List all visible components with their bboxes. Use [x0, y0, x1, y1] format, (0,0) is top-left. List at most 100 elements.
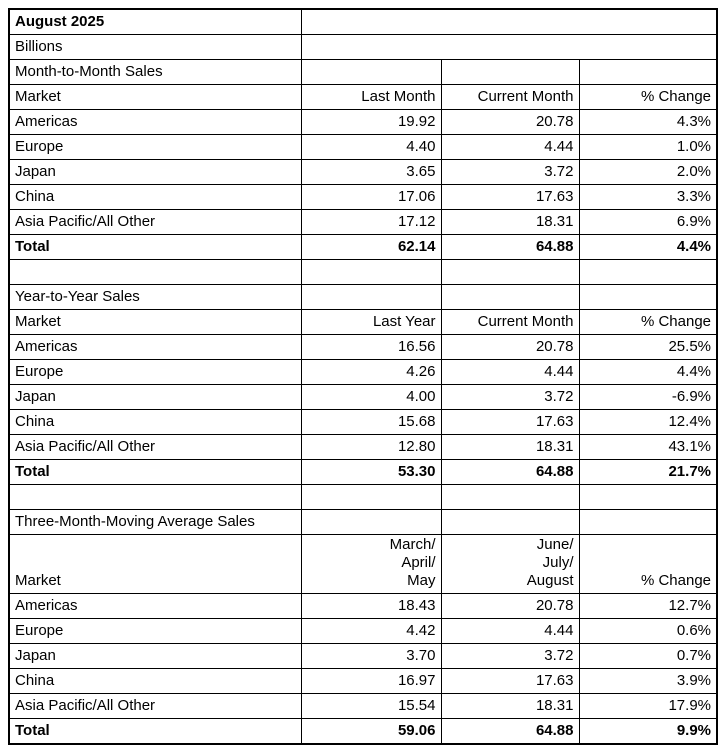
- total-value-cell: 64.88: [440, 459, 580, 485]
- pct-cell: 4.3%: [578, 109, 718, 135]
- total-row: Total 53.30 64.88 21.7%: [8, 459, 718, 485]
- value-cell: 4.44: [440, 134, 580, 160]
- column-header-row: Market March/ April/ May June/ July/ Aug…: [8, 534, 718, 594]
- empty-cell: [300, 284, 442, 310]
- empty-cell: [578, 484, 718, 510]
- pct-cell: 3.3%: [578, 184, 718, 210]
- market-cell: Americas: [8, 334, 302, 360]
- table-row: Europe 4.26 4.44 4.4%: [8, 359, 718, 385]
- value-cell: 20.78: [440, 593, 580, 619]
- value-cell: 17.63: [440, 184, 580, 210]
- value-cell: 12.80: [300, 434, 442, 460]
- total-pct-cell: 21.7%: [578, 459, 718, 485]
- pct-cell: 2.0%: [578, 159, 718, 185]
- value-cell: 17.63: [440, 668, 580, 694]
- total-row: Total 62.14 64.88 4.4%: [8, 234, 718, 260]
- header-cell-last-month: Last Month: [300, 84, 442, 110]
- pct-cell: 1.0%: [578, 134, 718, 160]
- table-row: China 16.97 17.63 3.9%: [8, 668, 718, 694]
- section-heading: Three-Month-Moving Average Sales: [8, 509, 302, 535]
- header-cell-market: Market: [8, 84, 302, 110]
- report-title: August 2025: [8, 8, 302, 35]
- table-row: Americas 19.92 20.78 4.3%: [8, 109, 718, 135]
- value-cell: 18.31: [440, 434, 580, 460]
- table-row: Europe 4.42 4.44 0.6%: [8, 618, 718, 644]
- value-cell: 19.92: [300, 109, 442, 135]
- value-cell: 15.54: [300, 693, 442, 719]
- value-cell: 4.44: [440, 359, 580, 385]
- section-heading-row: Month-to-Month Sales: [8, 59, 718, 85]
- market-cell: Europe: [8, 134, 302, 160]
- pct-cell: 17.9%: [578, 693, 718, 719]
- empty-cell: [300, 8, 718, 35]
- section-heading-row: Three-Month-Moving Average Sales: [8, 509, 718, 535]
- value-cell: 18.31: [440, 209, 580, 235]
- value-cell: 20.78: [440, 109, 580, 135]
- market-cell: Europe: [8, 618, 302, 644]
- value-cell: 3.72: [440, 643, 580, 669]
- spacer-row: [8, 484, 718, 510]
- table-row: Americas 18.43 20.78 12.7%: [8, 593, 718, 619]
- value-cell: 18.31: [440, 693, 580, 719]
- total-pct-cell: 9.9%: [578, 718, 718, 745]
- table-row: China 17.06 17.63 3.3%: [8, 184, 718, 210]
- spacer-row: [8, 259, 718, 285]
- table-row: China 15.68 17.63 12.4%: [8, 409, 718, 435]
- table-row: Asia Pacific/All Other 17.12 18.31 6.9%: [8, 209, 718, 235]
- table-row: Asia Pacific/All Other 12.80 18.31 43.1%: [8, 434, 718, 460]
- empty-cell: [440, 509, 580, 535]
- header-cell-june-july-august: June/ July/ August: [440, 534, 580, 594]
- header-cell-market: Market: [8, 309, 302, 335]
- table-row: Japan 3.70 3.72 0.7%: [8, 643, 718, 669]
- title-row: August 2025: [8, 8, 718, 35]
- market-cell: China: [8, 668, 302, 694]
- total-value-cell: 64.88: [440, 718, 580, 745]
- empty-cell: [440, 259, 580, 285]
- empty-cell: [440, 484, 580, 510]
- empty-cell: [578, 509, 718, 535]
- value-cell: 3.72: [440, 384, 580, 410]
- pct-cell: 12.4%: [578, 409, 718, 435]
- total-label: Total: [8, 459, 302, 485]
- total-pct-cell: 4.4%: [578, 234, 718, 260]
- empty-cell: [440, 284, 580, 310]
- value-cell: 17.06: [300, 184, 442, 210]
- empty-cell: [300, 59, 442, 85]
- sales-report-sheet: August 2025 Billions Month-to-Month Sale…: [8, 8, 719, 745]
- table-row: Japan 4.00 3.72 -6.9%: [8, 384, 718, 410]
- empty-cell: [8, 259, 302, 285]
- value-cell: 16.56: [300, 334, 442, 360]
- value-cell: 16.97: [300, 668, 442, 694]
- value-cell: 17.63: [440, 409, 580, 435]
- empty-cell: [300, 484, 442, 510]
- value-cell: 4.42: [300, 618, 442, 644]
- empty-cell: [578, 259, 718, 285]
- table-row: Europe 4.40 4.44 1.0%: [8, 134, 718, 160]
- market-cell: Asia Pacific/All Other: [8, 209, 302, 235]
- value-cell: 4.40: [300, 134, 442, 160]
- column-header-row: Market Last Year Current Month % Change: [8, 309, 718, 335]
- market-cell: Japan: [8, 159, 302, 185]
- market-cell: Japan: [8, 643, 302, 669]
- header-cell-pct-change: % Change: [578, 309, 718, 335]
- pct-cell: 3.9%: [578, 668, 718, 694]
- table-row: Asia Pacific/All Other 15.54 18.31 17.9%: [8, 693, 718, 719]
- empty-cell: [300, 34, 718, 60]
- table-row: Americas 16.56 20.78 25.5%: [8, 334, 718, 360]
- pct-cell: 12.7%: [578, 593, 718, 619]
- empty-cell: [440, 59, 580, 85]
- value-cell: 4.00: [300, 384, 442, 410]
- empty-cell: [8, 484, 302, 510]
- pct-cell: 0.7%: [578, 643, 718, 669]
- empty-cell: [300, 509, 442, 535]
- table-row: Japan 3.65 3.72 2.0%: [8, 159, 718, 185]
- value-cell: 3.70: [300, 643, 442, 669]
- total-value-cell: 62.14: [300, 234, 442, 260]
- market-cell: Japan: [8, 384, 302, 410]
- column-header-row: Market Last Month Current Month % Change: [8, 84, 718, 110]
- pct-cell: 43.1%: [578, 434, 718, 460]
- market-cell: Asia Pacific/All Other: [8, 693, 302, 719]
- value-cell: 20.78: [440, 334, 580, 360]
- value-cell: 4.26: [300, 359, 442, 385]
- pct-cell: 6.9%: [578, 209, 718, 235]
